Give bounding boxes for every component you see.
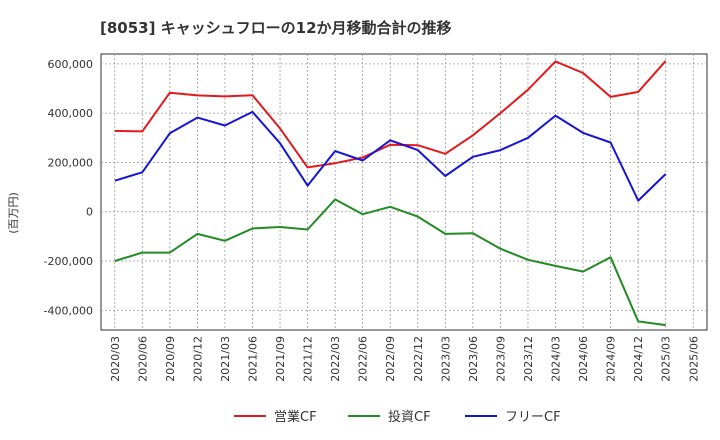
- x-tick-label: 2020/09: [164, 336, 177, 382]
- y-tick-label: -400,000: [44, 304, 93, 317]
- y-tick-label: -200,000: [44, 255, 93, 268]
- series-line: [114, 110, 667, 202]
- x-tick-label: 2023/06: [467, 336, 480, 382]
- x-tick-label: 2021/12: [302, 336, 315, 382]
- x-tick-label: 2022/12: [412, 336, 425, 382]
- x-tick-label: 2021/03: [219, 336, 232, 382]
- legend: 営業CF 投資CF フリーCF: [234, 409, 561, 425]
- y-tick-label: 600,000: [48, 58, 94, 71]
- plot-area: [100, 53, 708, 331]
- x-tick-label: 2021/06: [246, 336, 259, 382]
- series-line: [114, 198, 666, 327]
- y-tick-label: 0: [86, 206, 93, 219]
- x-tick-label: 2020/06: [136, 336, 149, 382]
- x-tick-label: 2024/12: [632, 336, 645, 382]
- x-tick-label: 2023/09: [494, 336, 507, 382]
- series-lines: [114, 60, 667, 327]
- x-tick-label: 2023/12: [522, 336, 535, 382]
- x-tick-label: 2024/03: [550, 336, 563, 382]
- x-tick-label: 2022/03: [329, 336, 342, 382]
- x-axis: 2020/03 2020/06 2020/09 2020/12 2021/03 2021/…: [109, 336, 701, 382]
- legend-label: 投資CF: [388, 409, 431, 425]
- x-tick-label: 2022/09: [384, 336, 397, 382]
- legend-label: フリーCF: [505, 410, 561, 425]
- x-tick-label: 2025/06: [687, 336, 700, 382]
- x-tick-label: 2020/12: [191, 336, 204, 382]
- y-tick-label: 200,000: [48, 156, 94, 169]
- legend-label: 営業CF: [274, 409, 317, 425]
- x-tick-label: 2024/09: [605, 336, 618, 382]
- x-tick-label: 2025/03: [660, 336, 673, 382]
- x-tick-label: 2022/06: [357, 336, 370, 382]
- y-axis: -400,000 -200,000 0 200,000 400,000 600,000: [44, 58, 93, 317]
- y-tick-label: 400,000: [48, 107, 94, 120]
- series-line: [114, 60, 667, 169]
- x-tick-label: 2020/03: [109, 336, 122, 382]
- grid-lines: [101, 54, 707, 330]
- x-tick-label: 2024/06: [577, 336, 590, 382]
- x-tick-label: 2023/03: [439, 336, 452, 382]
- chart-title: [8053] キャッシュフローの12か月移動合計の推移: [100, 19, 452, 37]
- y-axis-label: (百万円): [7, 192, 20, 234]
- x-tick-label: 2021/09: [274, 336, 287, 382]
